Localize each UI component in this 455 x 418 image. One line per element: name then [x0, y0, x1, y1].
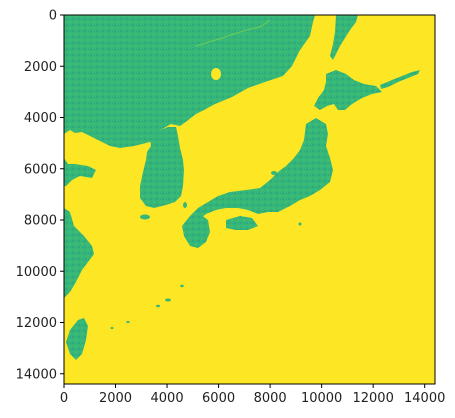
x-tick-label: 6000 [202, 391, 235, 406]
x-tick-label: 8000 [254, 391, 287, 406]
land-region-china-coast [64, 158, 96, 186]
heatmap-image [64, 15, 420, 360]
x-axis-ticks: 0 2000 4000 6000 8000 10000 12000 14000 [60, 384, 445, 406]
land-region-sakhalin [330, 15, 358, 60]
island-jeju [140, 214, 150, 220]
island-ryukyu-4 [110, 327, 114, 329]
island-ryukyu-3 [126, 321, 130, 323]
x-tick-label: 0 [60, 391, 68, 406]
land-region-korea [140, 127, 184, 208]
land-region-kurils [380, 70, 420, 89]
y-tick-label: 6000 [24, 162, 57, 177]
land-region-china-south [64, 208, 94, 298]
x-tick-label: 10000 [301, 391, 342, 406]
y-tick-label: 12000 [16, 316, 57, 331]
y-tick-label: 4000 [24, 111, 57, 126]
axes-frame [63, 14, 436, 385]
island-izu [298, 222, 302, 226]
land-region-taiwan [66, 318, 88, 360]
y-tick-label: 10000 [16, 265, 57, 280]
land-region-honshu [190, 118, 333, 220]
land-region-kyushu [182, 214, 210, 248]
y-tick-label: 2000 [24, 60, 57, 75]
island-ryukyu-2 [156, 304, 160, 308]
island-amami [180, 284, 184, 288]
lake-khanka [211, 68, 221, 80]
y-tick-label: 0 [49, 9, 57, 24]
land-region-shikoku [226, 216, 258, 230]
x-tick-label: 2000 [99, 391, 132, 406]
y-axis-ticks: 0 2000 4000 6000 8000 10000 12000 14000 [16, 9, 64, 382]
island-tsushima [183, 202, 187, 208]
x-tick-label: 14000 [404, 391, 445, 406]
island-ryukyu-1 [165, 298, 171, 302]
y-tick-label: 8000 [24, 214, 57, 229]
land-region-mainland-asia [64, 15, 315, 148]
x-tick-label: 12000 [352, 391, 393, 406]
land-region-hokkaido [314, 70, 382, 110]
island-sado [271, 171, 277, 175]
x-tick-label: 4000 [151, 391, 184, 406]
river-amur [195, 19, 271, 47]
y-tick-label: 14000 [16, 367, 57, 382]
